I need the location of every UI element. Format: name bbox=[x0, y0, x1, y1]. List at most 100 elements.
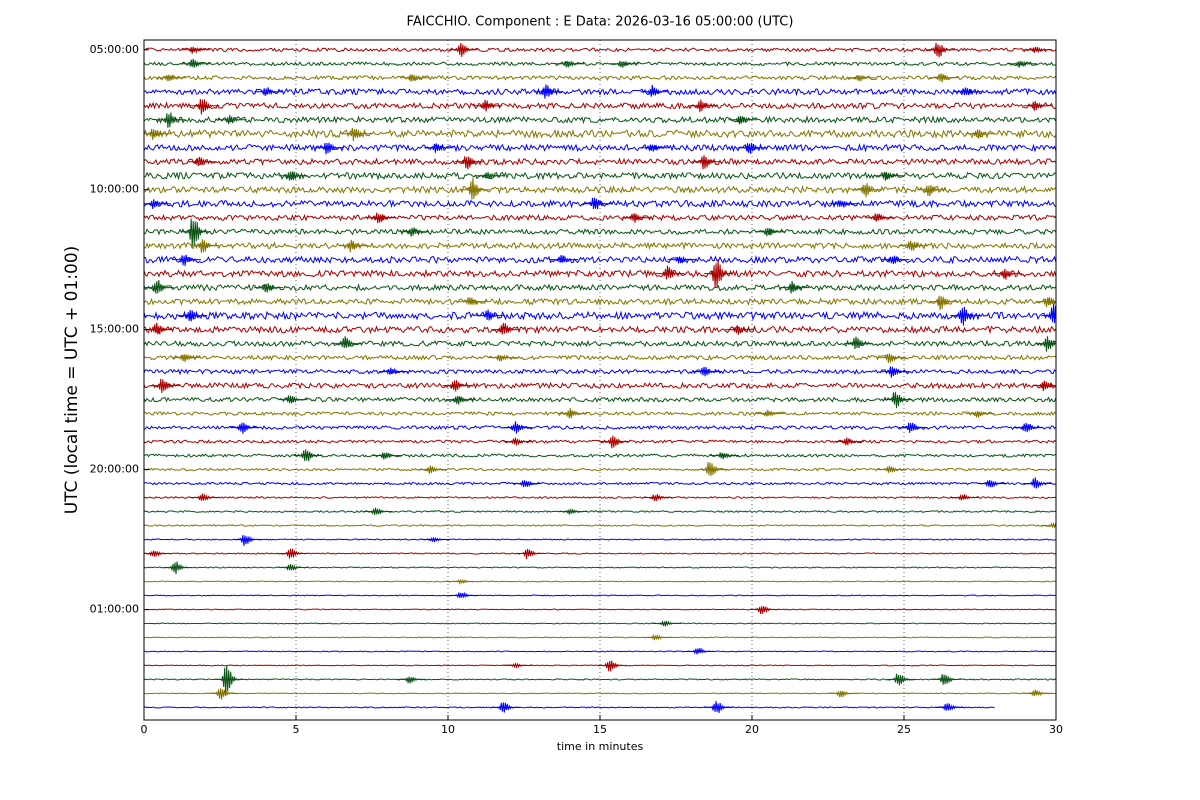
seismic-event bbox=[278, 395, 308, 404]
trace-noise bbox=[144, 324, 1056, 335]
trace-noise bbox=[144, 496, 1056, 499]
seismic-event bbox=[643, 633, 673, 641]
seismic-event bbox=[950, 493, 980, 501]
trace-noise bbox=[144, 580, 1056, 583]
trace-noise bbox=[144, 510, 1056, 514]
seismic-event bbox=[1035, 297, 1056, 308]
x-tick-label: 5 bbox=[293, 723, 300, 736]
seismic-event bbox=[400, 74, 430, 82]
trace-noise bbox=[144, 354, 1056, 361]
seismic-event bbox=[163, 561, 192, 575]
seismic-event bbox=[144, 550, 171, 557]
seismic-event bbox=[421, 536, 451, 543]
seismic-event bbox=[877, 353, 907, 364]
seismic-event bbox=[144, 279, 174, 294]
seismic-event bbox=[977, 480, 1007, 488]
seismic-event bbox=[363, 507, 393, 516]
seismic-event bbox=[315, 142, 345, 155]
chart-title: FAICCHIO. Component : E Data: 2026-03-16… bbox=[407, 15, 794, 30]
seismic-event bbox=[214, 665, 244, 695]
seismic-event bbox=[597, 660, 627, 672]
seismic-event bbox=[181, 218, 211, 248]
seismic-event bbox=[503, 662, 533, 669]
seismic-event bbox=[1023, 477, 1053, 489]
trace-noise bbox=[144, 608, 1056, 611]
trace-noise bbox=[144, 622, 1056, 625]
seismic-event bbox=[874, 171, 904, 181]
x-axis-label: time in minutes bbox=[557, 740, 644, 753]
seismic-event bbox=[229, 422, 259, 434]
seismic-event bbox=[515, 548, 545, 559]
seismic-event bbox=[533, 84, 563, 99]
y-tick-label: 01:00:00 bbox=[90, 602, 139, 615]
trace-noise bbox=[144, 381, 1056, 390]
seismic-event bbox=[828, 690, 858, 698]
seismic-event bbox=[1023, 46, 1053, 53]
seismic-event bbox=[704, 259, 734, 288]
seismic-event bbox=[156, 73, 186, 82]
seismic-event bbox=[1041, 521, 1056, 529]
seismic-event bbox=[965, 129, 995, 139]
seismic-event bbox=[424, 143, 454, 153]
trace-noise bbox=[144, 297, 1056, 307]
seismic-event bbox=[1008, 60, 1038, 68]
trace-noise bbox=[144, 47, 1056, 53]
seismic-event bbox=[503, 437, 533, 446]
seismic-event bbox=[953, 87, 983, 96]
seismic-event bbox=[442, 380, 472, 392]
seismic-event bbox=[150, 378, 180, 393]
seismic-event bbox=[491, 322, 521, 335]
trace-noise bbox=[144, 481, 1056, 486]
trace-noise bbox=[144, 524, 1056, 527]
seismic-event bbox=[1023, 101, 1053, 111]
trace-noise bbox=[144, 310, 1056, 321]
seismic-event bbox=[491, 702, 521, 713]
seismic-event bbox=[898, 240, 928, 251]
seismic-event bbox=[685, 647, 715, 655]
seismic-event bbox=[144, 322, 174, 335]
trace-noise bbox=[144, 339, 1056, 348]
seismic-event bbox=[342, 127, 372, 141]
seismic-event bbox=[378, 367, 408, 376]
seismic-event bbox=[555, 60, 585, 68]
seismic-event bbox=[847, 74, 876, 82]
trace-noise bbox=[144, 283, 1056, 292]
seismic-event bbox=[190, 239, 220, 253]
trace-noise bbox=[144, 538, 1056, 541]
seismic-event bbox=[339, 239, 369, 253]
trace-noise bbox=[144, 87, 1056, 97]
seismic-event bbox=[558, 408, 588, 419]
x-tick-label: 30 bbox=[1049, 723, 1063, 736]
seismic-event bbox=[965, 410, 995, 418]
trace-noise bbox=[144, 115, 1056, 125]
seismic-event bbox=[172, 354, 202, 363]
trace-noise bbox=[144, 636, 1056, 639]
seismic-event bbox=[883, 392, 913, 409]
seismic-event bbox=[652, 620, 682, 627]
seismic-event bbox=[828, 200, 858, 208]
seismic-event bbox=[886, 673, 916, 686]
x-tick-label: 25 bbox=[897, 723, 911, 736]
seismic-event bbox=[1032, 380, 1056, 392]
seismic-event bbox=[448, 591, 478, 599]
seismic-event bbox=[190, 493, 220, 501]
trace-noise bbox=[144, 594, 1056, 597]
seismic-event bbox=[710, 452, 740, 460]
seismic-event bbox=[880, 366, 910, 378]
trace-noise bbox=[144, 199, 1056, 209]
seismic-event bbox=[190, 98, 220, 115]
seismic-event bbox=[558, 507, 588, 516]
trace-noise bbox=[144, 157, 1056, 166]
seismic-event bbox=[156, 112, 186, 128]
seismic-event bbox=[725, 325, 755, 335]
seismic-event bbox=[877, 465, 907, 473]
seismic-event bbox=[865, 213, 895, 222]
seismic-event bbox=[418, 465, 448, 474]
seismic-event bbox=[935, 703, 965, 711]
seismic-event bbox=[549, 255, 579, 263]
seismic-event bbox=[655, 265, 685, 280]
seismic-event bbox=[278, 171, 308, 181]
seismic-event bbox=[460, 177, 490, 200]
traces bbox=[144, 40, 1056, 720]
